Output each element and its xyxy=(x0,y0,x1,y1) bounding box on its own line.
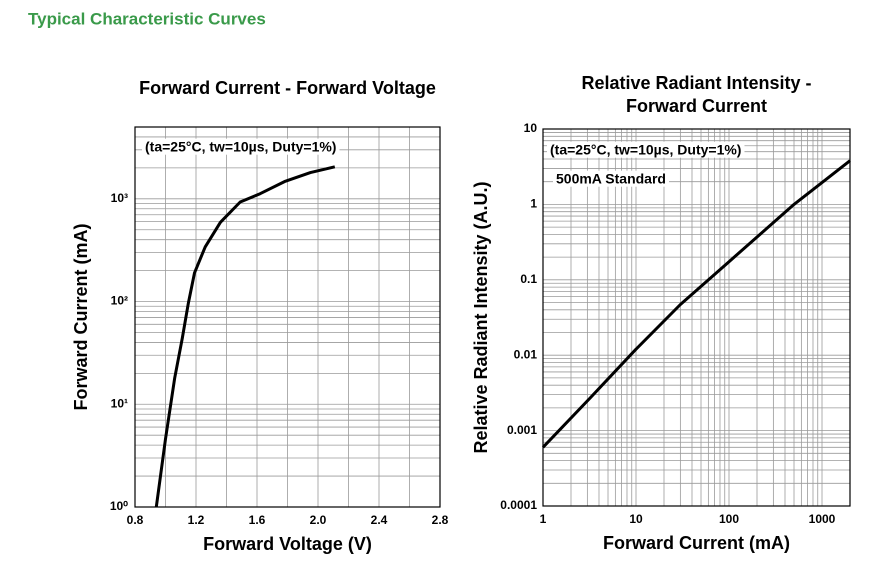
plot-frame xyxy=(542,128,851,507)
y-tick-label: 0.01 xyxy=(514,347,538,361)
annotation-background xyxy=(547,141,745,158)
page-title: Typical Characteristic Curves xyxy=(28,9,266,28)
x-tick-label: 1.2 xyxy=(188,513,205,527)
annotation: (ta=25°C, tw=10µs, Duty=1%) xyxy=(145,139,336,155)
x-tick-label: 10 xyxy=(629,512,643,526)
y-tick-label: 0.1 xyxy=(520,272,537,286)
annotation: (ta=25°C, tw=10µs, Duty=1%) xyxy=(550,142,741,158)
annotation-background xyxy=(553,170,669,187)
curve xyxy=(541,159,851,449)
y-tick-label: 0.0001 xyxy=(500,498,537,512)
y-tick-label: 10¹ xyxy=(111,396,128,410)
annotation-group: (ta=25°C, tw=10µs, Duty=1%) xyxy=(547,141,745,158)
y-tick-label: 10⁰ xyxy=(110,499,128,513)
y-tick-label: 10³ xyxy=(111,191,128,205)
y-tick-label: 1 xyxy=(530,197,537,211)
x-axis-label: Forward Current (mA) xyxy=(603,533,790,553)
annotation-background xyxy=(142,138,340,155)
annotation-group: (ta=25°C, tw=10µs, Duty=1%) xyxy=(142,138,340,155)
chart-title: Forward Current - Forward Voltage xyxy=(139,78,436,98)
x-tick-label: 100 xyxy=(719,512,739,526)
x-tick-label: 1 xyxy=(540,512,547,526)
x-tick-label: 1.6 xyxy=(249,513,266,527)
annotation-group: 500mA Standard xyxy=(553,170,669,187)
x-axis-label: Forward Voltage (V) xyxy=(203,534,372,554)
y-axis-label: Forward Current (mA) xyxy=(71,223,91,410)
chart-title: Forward Current xyxy=(626,96,767,116)
chart-title: Relative Radiant Intensity - xyxy=(581,73,811,93)
plot-frame xyxy=(134,126,441,508)
y-tick-label: 10² xyxy=(111,294,128,308)
y-tick-label: 0.001 xyxy=(507,423,537,437)
curve xyxy=(154,165,336,508)
x-tick-label: 1000 xyxy=(809,512,836,526)
x-tick-label: 2.0 xyxy=(310,513,327,527)
y-axis-label: Relative Radiant Intensity (A.U.) xyxy=(471,181,491,453)
x-tick-label: 0.8 xyxy=(127,513,144,527)
x-tick-label: 2.4 xyxy=(371,513,388,527)
y-tick-label: 10 xyxy=(524,121,538,135)
x-tick-label: 2.8 xyxy=(432,513,449,527)
annotation: 500mA Standard xyxy=(556,171,666,187)
